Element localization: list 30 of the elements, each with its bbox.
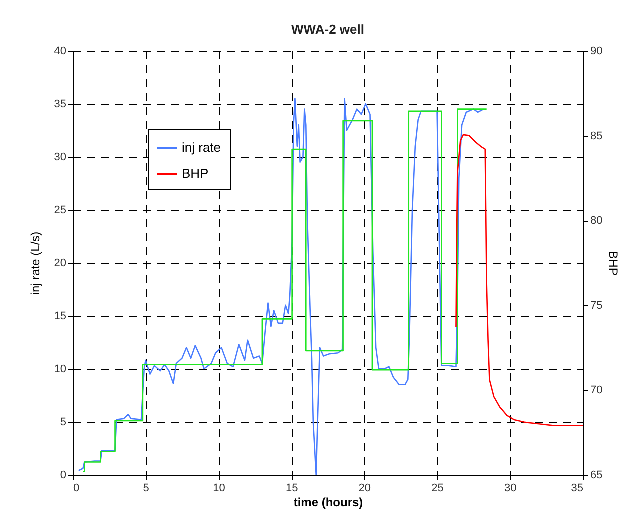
x-tick-label: 30: [504, 482, 517, 494]
chart-title: WWA-2 well: [292, 22, 364, 37]
legend-label: BHP: [182, 166, 209, 181]
y2-tick-label: 75: [590, 300, 603, 312]
y2-tick-label: 90: [590, 46, 603, 58]
y-tick-label: 20: [54, 258, 66, 270]
y-tick-label: 15: [54, 310, 66, 322]
y-tick-label: 30: [54, 152, 66, 164]
y-tick-label: 25: [54, 204, 66, 216]
x-tick-label: 20: [358, 482, 372, 494]
y-tick-label: 0: [60, 470, 66, 482]
x-tick-label: 10: [213, 482, 226, 494]
y2-axis-title: BHP: [606, 251, 621, 276]
y-tick-label: 40: [54, 46, 66, 58]
y2-tick-label: 85: [590, 130, 603, 142]
y-tick-label: 10: [54, 364, 66, 376]
x-tick-label: 25: [432, 482, 444, 494]
y-tick-label: 5: [60, 416, 66, 428]
y2-tick-label: 80: [590, 215, 603, 228]
y-axis-title: inj rate (L/s): [28, 232, 42, 296]
y-tick-label: 35: [54, 98, 66, 110]
x-tick-label: 35: [571, 482, 584, 494]
x-tick-label: 0: [74, 482, 80, 494]
x-axis-title: time (hours): [294, 496, 364, 510]
x-tick-label: 15: [286, 482, 298, 494]
line-series: [456, 134, 583, 426]
x-tick-label: 5: [143, 482, 150, 494]
y2-tick-label: 65: [590, 470, 603, 482]
y2-tick-label: 70: [590, 384, 603, 397]
legend-label: inj rate: [182, 140, 222, 155]
